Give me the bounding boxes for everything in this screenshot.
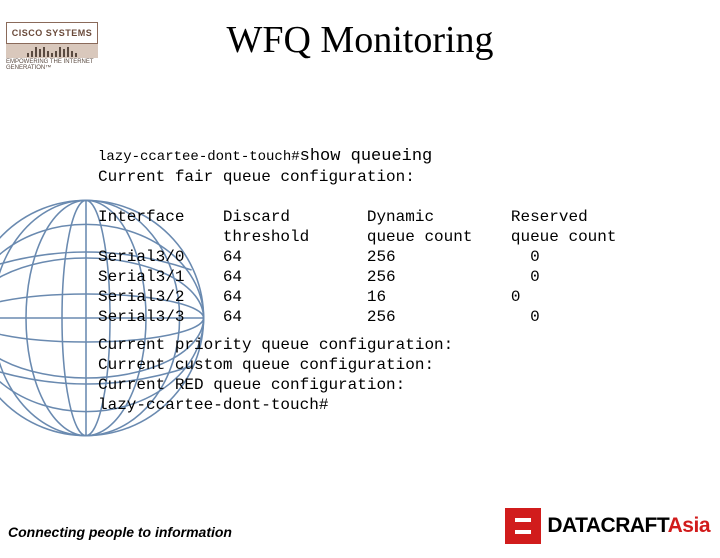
footer-line: Current RED queue configuration: xyxy=(98,375,636,395)
tagline: Connecting people to information xyxy=(8,524,232,540)
datacraft-text: DATACRAFTAsia xyxy=(547,514,710,538)
datacraft-logo: DATACRAFTAsia xyxy=(505,508,710,544)
cisco-logo-sub: EMPOWERING THE INTERNET GENERATION™ xyxy=(6,59,98,71)
footer-line: Current custom queue configuration: xyxy=(98,355,636,375)
config-heading: Current fair queue configuration: xyxy=(98,167,636,187)
command-line: lazy-ccartee-dont-touch#show queueing xyxy=(98,146,636,167)
cisco-logo: CISCO SYSTEMS EMPOWERING THE INTERNET GE… xyxy=(6,22,98,66)
terminal-block: lazy-ccartee-dont-touch#show queueing Cu… xyxy=(98,146,636,415)
command: show queueing xyxy=(300,147,433,166)
queue-table: Interface Discard Dynamic Reserved thres… xyxy=(98,187,636,327)
prompt: lazy-ccartee-dont-touch# xyxy=(98,149,300,165)
page-title: WFQ Monitoring xyxy=(0,18,720,62)
cisco-logo-bars xyxy=(6,44,98,58)
datacraft-icon xyxy=(505,508,541,544)
footer-line: Current priority queue configuration: xyxy=(98,335,636,355)
footer-lines: Current priority queue configuration:Cur… xyxy=(98,335,636,415)
footer-line: lazy-ccartee-dont-touch# xyxy=(98,395,636,415)
cisco-logo-text: CISCO SYSTEMS xyxy=(6,22,98,44)
